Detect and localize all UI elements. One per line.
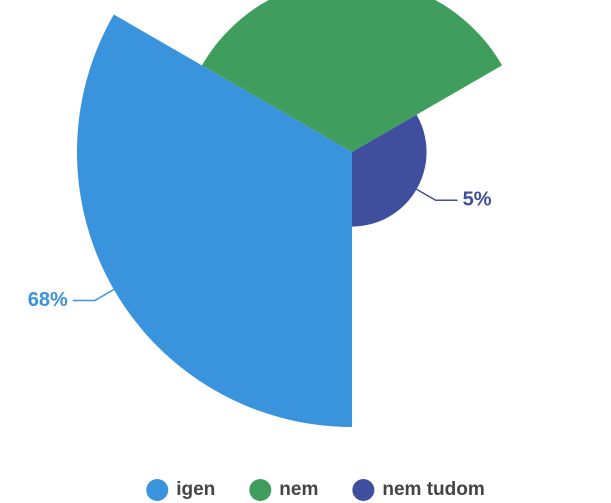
leader-line [72, 288, 115, 302]
legend-label: igen [176, 479, 215, 500]
legend-swatch [249, 479, 272, 501]
legend: igen nem nem tudom [146, 479, 485, 501]
legend-label: nem tudom [382, 479, 484, 500]
value-label: 5% [463, 189, 492, 211]
legend-swatch [352, 479, 375, 501]
slice [352, 114, 427, 227]
legend-label: nem [279, 479, 318, 500]
slice [201, 0, 503, 152]
legend-swatch [146, 479, 169, 501]
value-label: 68% [28, 289, 68, 311]
slice [77, 14, 353, 427]
leader-line [416, 188, 458, 202]
